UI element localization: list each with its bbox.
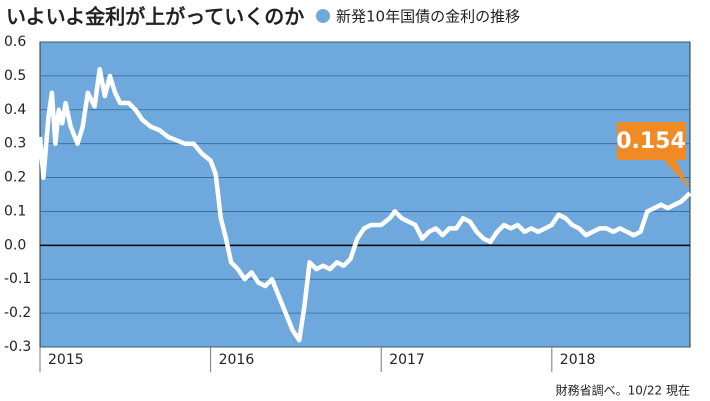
y-tick-label: -0.3 (4, 339, 31, 355)
y-tick-label: 0.0 (4, 237, 26, 253)
y-tick-label: 0.5 (4, 68, 26, 84)
x-tick-label: 2018 (560, 352, 596, 368)
x-tick-label: 2015 (48, 352, 84, 368)
y-tick-label: 0.2 (4, 170, 26, 186)
y-tick-label: 0.6 (4, 34, 26, 50)
source-note: 財務省調べ。10/22 現在 (556, 383, 690, 398)
x-tick-label: 2016 (219, 352, 255, 368)
y-tick-label: 0.3 (4, 136, 26, 152)
y-tick-label: 0.1 (4, 203, 26, 219)
y-tick-label: -0.1 (4, 271, 31, 287)
y-tick-label: 0.4 (4, 102, 26, 118)
value-label: 0.154 (616, 129, 686, 154)
chart-title: いよいよ金利が上がっていくのか (6, 5, 304, 29)
legend-marker (316, 9, 330, 23)
callout-box (617, 122, 690, 190)
series-line (37, 66, 692, 343)
y-tick-label: -0.2 (4, 305, 31, 321)
x-tick-label: 2017 (389, 352, 425, 368)
legend-label: 新発10年国債の金利の推移 (336, 8, 520, 26)
plot-area (39, 41, 691, 348)
